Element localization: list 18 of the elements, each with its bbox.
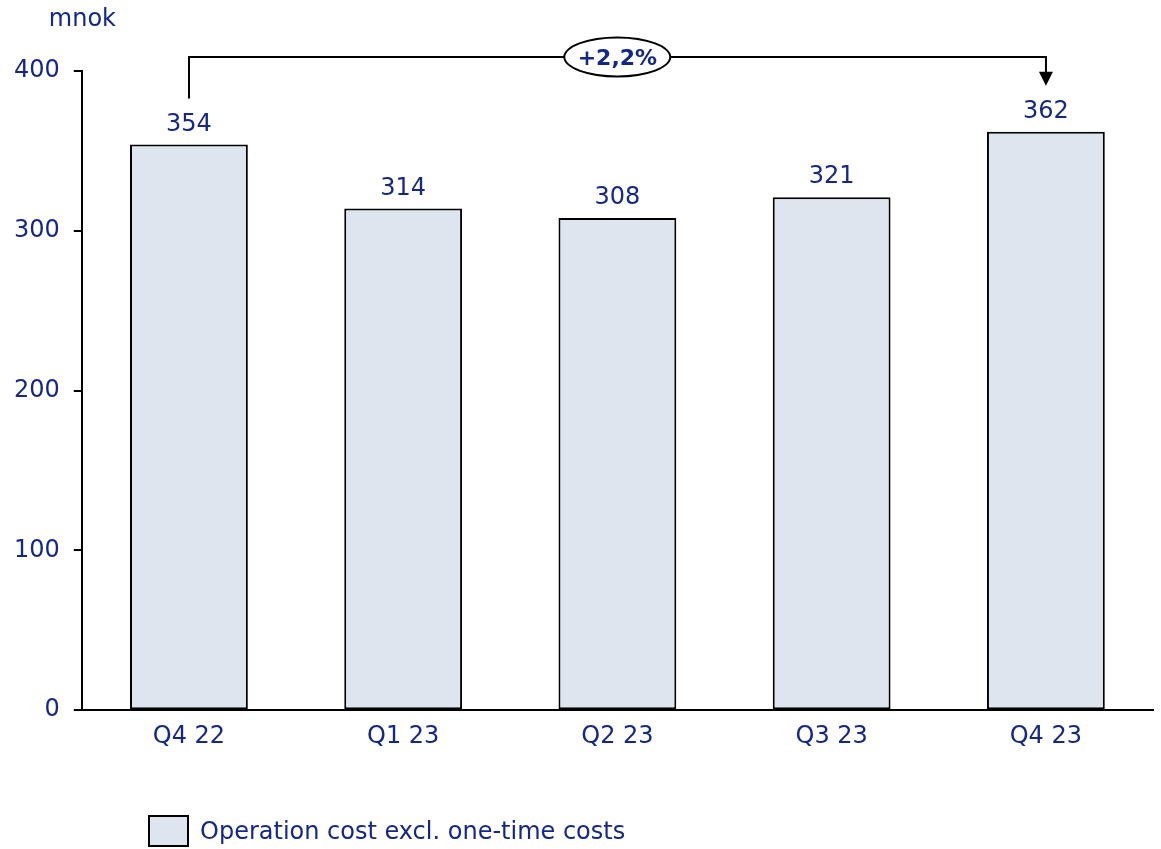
data-label: 354 — [166, 108, 212, 137]
y-axis-title: mnok — [48, 4, 117, 32]
data-label: 362 — [1022, 95, 1069, 124]
x-tick-label: Q1 23 — [367, 720, 440, 749]
x-tick-label: Q4 22 — [152, 720, 226, 749]
y-tick-label: 400 — [14, 55, 60, 84]
y-tick-label: 200 — [14, 374, 60, 403]
y-tick-label: 300 — [14, 215, 60, 244]
y-tick-label: 0 — [44, 694, 60, 723]
x-tick-label: Q3 23 — [795, 720, 868, 749]
y-tick-label: 100 — [14, 534, 60, 563]
legend-label: Operation cost excl. one-time costs — [200, 817, 626, 845]
data-label: 308 — [594, 182, 641, 211]
text: +2,2% — [563, 36, 672, 78]
x-tick-label: Q2 23 — [581, 720, 654, 749]
data-label: 314 — [380, 172, 427, 201]
data-label: 321 — [808, 161, 855, 190]
x-tick-label: Q4 23 — [1009, 720, 1083, 749]
